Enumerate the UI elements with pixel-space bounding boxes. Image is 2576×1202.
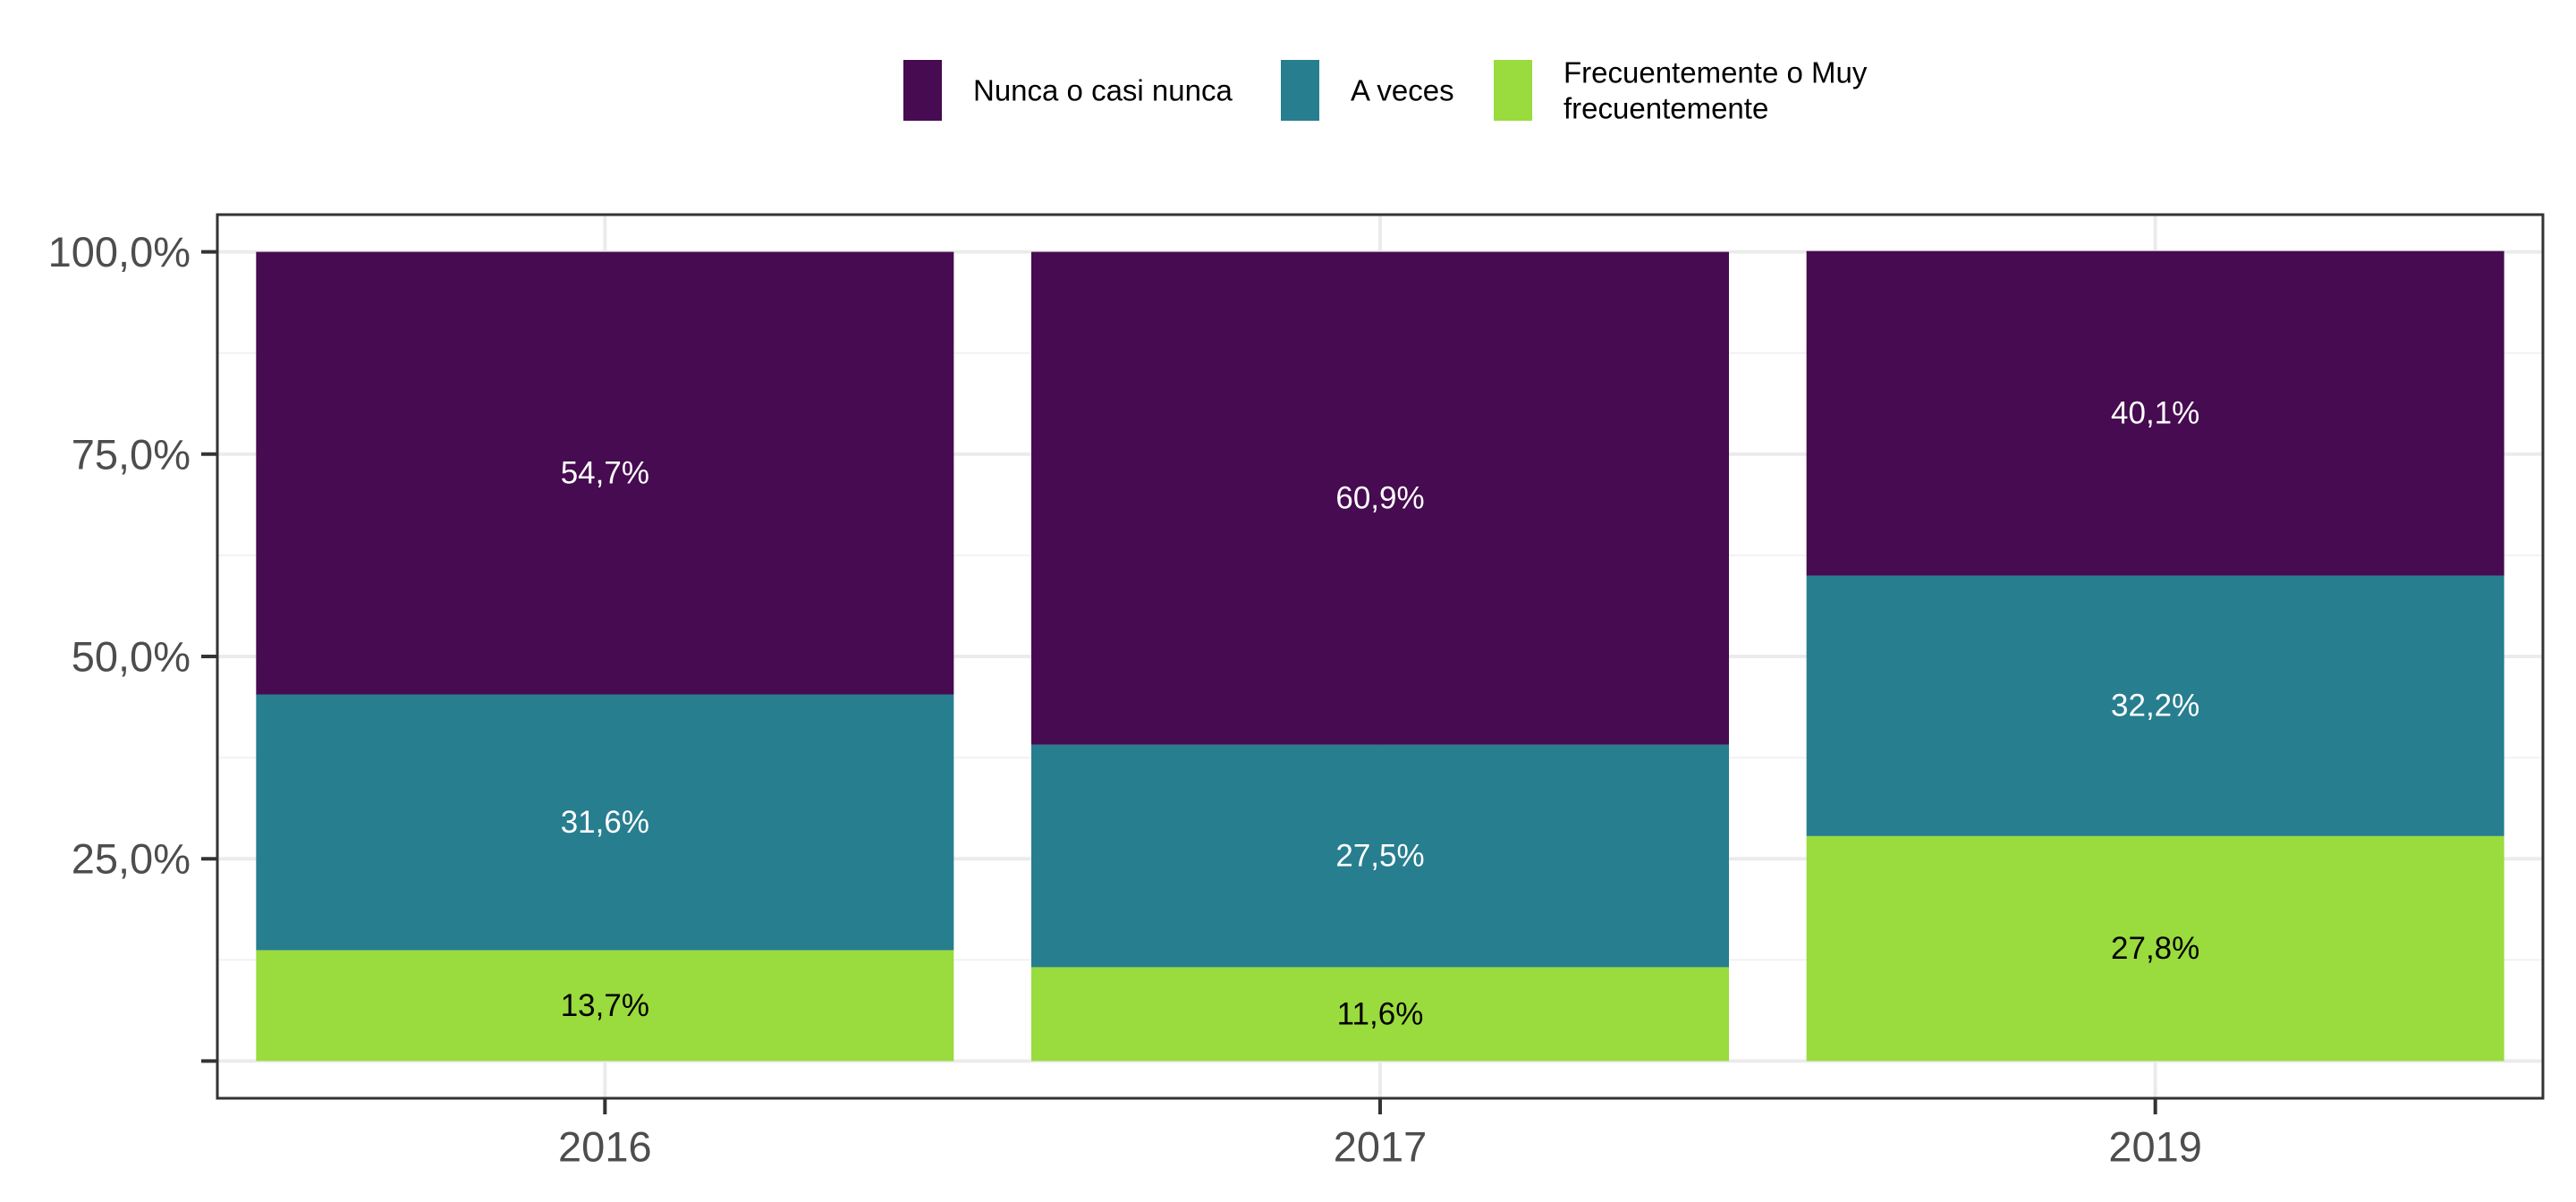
y-tick-label: 75,0% [72,430,191,478]
bar-segment-2016-1 [256,694,954,951]
data-label-2016-1: 31,6% [561,805,649,840]
plot-area: 13,7% 31,6% 54,7% 11,6% 27,5% 60,9% 27,8% 32,2%… [48,213,2545,1171]
bar-segment-2019-0 [1806,835,2504,1062]
legend-key-1 [1281,60,1319,121]
legend-label-2: Nunca o casi nunca [973,74,1233,107]
legend-key-0 [1494,60,1532,121]
data-label-2019-0: 27,8% [2111,931,2199,966]
bar-segment-2016-2 [256,251,954,695]
bar-segment-2017-0 [1031,967,1729,1062]
y-tick-label: 25,0% [72,835,191,883]
bar-segment-2019-1 [1806,575,2504,836]
y-tick-label: 50,0% [72,633,191,681]
bar-segment-2019-2 [1806,250,2504,576]
data-label-2017-1: 27,5% [1335,839,1424,874]
data-label-2017-0: 11,6% [1337,996,1424,1031]
legend-label-1: A veces [1351,74,1454,107]
legend-label-0: Frecuentemente o Muy [1563,56,1868,89]
x-tick-label: 2016 [558,1123,652,1171]
legend-label-0: frecuentemente [1563,92,1768,125]
x-tick-label: 2017 [1334,1123,1428,1171]
data-label-2016-2: 54,7% [561,456,649,491]
bar-segment-2017-1 [1031,744,1729,968]
legend: Nunca o casi nunca A veces Frecuentemente … [903,56,1868,125]
data-label-2016-0: 13,7% [561,988,649,1023]
data-label-2019-2: 40,1% [2111,396,2199,431]
data-label-2019-1: 32,2% [2111,689,2199,724]
bar-segment-2017-2 [1031,251,1729,745]
y-tick-label: 100,0% [48,228,191,275]
data-label-2017-2: 60,9% [1335,481,1424,516]
legend-key-2 [903,60,942,121]
bar-segment-2016-0 [256,950,954,1062]
x-tick-label: 2019 [2108,1123,2202,1171]
